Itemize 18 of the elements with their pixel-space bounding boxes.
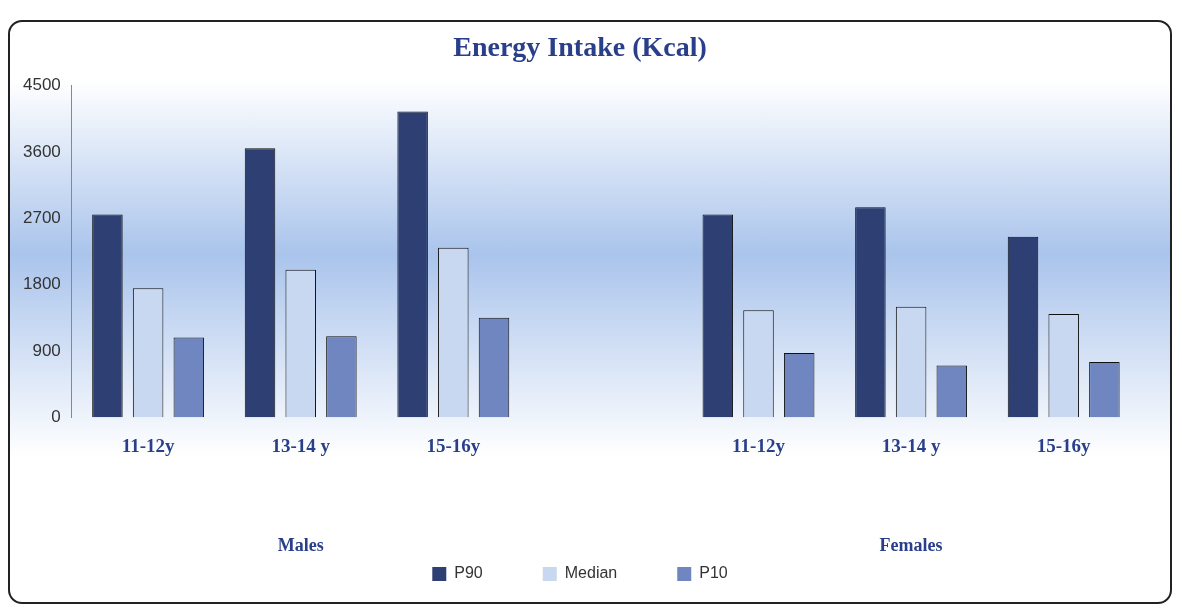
legend-label: Median	[564, 564, 618, 582]
x-tick-label: 15-16y	[426, 434, 481, 456]
y-tick-label: 4500	[22, 75, 61, 95]
chart-title: Energy Intake (Kcal)	[453, 31, 707, 63]
text: Females	[879, 534, 943, 555]
text: Males	[277, 534, 324, 555]
y-tick-label: 900	[32, 340, 61, 360]
legend-label: P90	[454, 564, 483, 582]
x-tick-label: 11-12y	[732, 434, 786, 456]
y-tick-label: 2700	[22, 207, 61, 227]
x-tick-label: 13-14 y	[881, 434, 941, 456]
x-tick-label: 11-12y	[121, 434, 176, 456]
y-tick-label: 1800	[22, 274, 61, 294]
x-tick-label: 15-16y	[1036, 434, 1092, 456]
legend-label: P10	[699, 564, 728, 582]
y-tick-label: 0	[51, 406, 61, 426]
y-tick-label: 3600	[22, 141, 61, 161]
x-tick-label: 13-14 y	[271, 434, 331, 456]
